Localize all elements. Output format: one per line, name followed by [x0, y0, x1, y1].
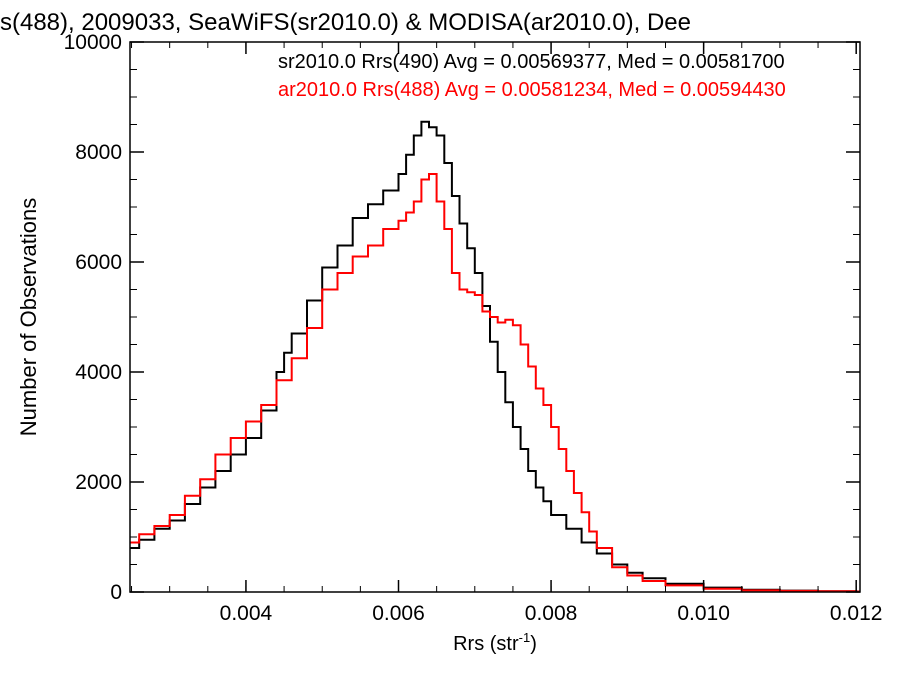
y-tick-label: 0: [110, 581, 122, 604]
series-line-ar2010: [130, 173, 860, 593]
x-tick-label: 0.010: [677, 602, 730, 625]
x-axis-label-main: Rrs (str: [453, 633, 519, 655]
y-tick-label: 2000: [75, 471, 122, 494]
x-axis-label-exponent: -1: [519, 630, 531, 645]
y-axis-label: Number of Observations: [16, 198, 41, 436]
legend-entry-red: ar2010.0 Rrs(488) Avg = 0.00581234, Med …: [278, 79, 786, 101]
y-tick-label: 10000: [64, 31, 122, 54]
x-tick-label: 0.004: [220, 602, 273, 625]
x-axis-label: Rrs (str-1): [453, 630, 537, 655]
x-tick-label: 0.012: [830, 602, 883, 625]
x-axis-ticks: 0.004 0.006 0.008 0.010 0.012: [131, 42, 883, 625]
legend-entry-black: sr2010.0 Rrs(490) Avg = 0.00569377, Med …: [278, 51, 785, 73]
x-tick-label: 0.006: [372, 602, 425, 625]
series-line-sr2010: [130, 120, 860, 593]
series-layer: [130, 120, 860, 593]
x-axis-label-close: ): [530, 633, 537, 655]
chart-title: rs(488), 2009033, SeaWiFS(sr2010.0) & MO…: [0, 9, 691, 36]
y-tick-label: 8000: [75, 141, 122, 164]
y-tick-label: 6000: [75, 251, 122, 274]
x-tick-label: 0.008: [525, 602, 578, 625]
y-axis-ticks: 0 2000 4000 6000 8000 10000: [64, 31, 860, 604]
y-tick-label: 4000: [75, 361, 122, 384]
